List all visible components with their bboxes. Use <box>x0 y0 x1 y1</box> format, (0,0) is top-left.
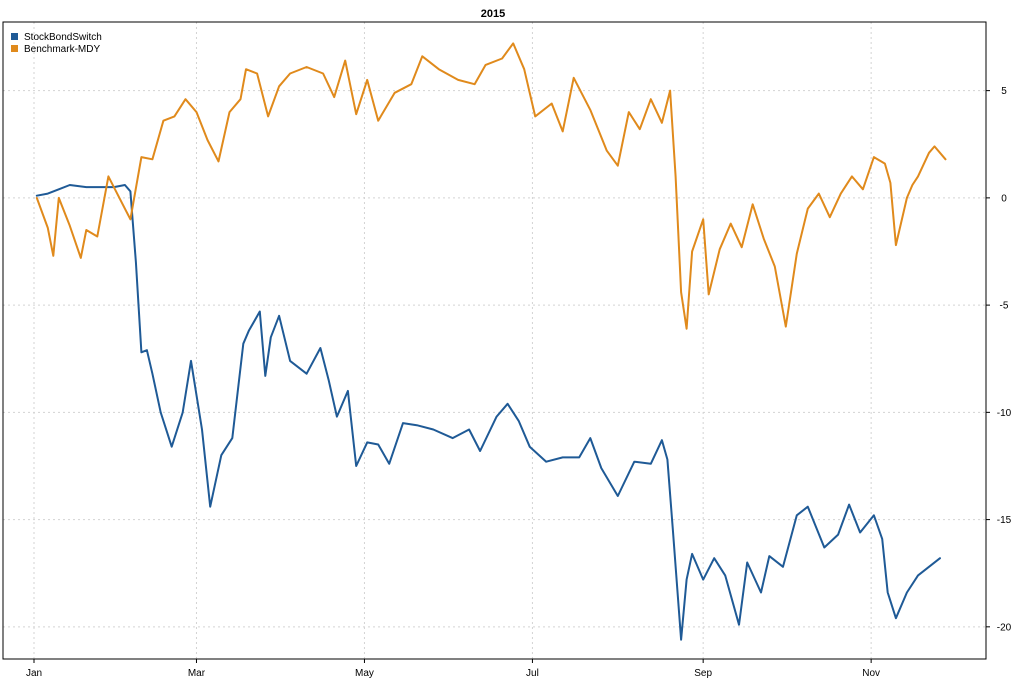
legend-swatch-stockbondswitch <box>11 33 18 40</box>
legend-swatch-benchmark-mdy <box>11 45 18 52</box>
x-axis: Jan Mar May Jul Sep Nov <box>26 659 880 679</box>
y-tick-label-minus20: -20 <box>997 622 1012 633</box>
series-line-stockbondswitch <box>35 184 941 641</box>
y-tick-label-5: 5 <box>1001 86 1007 97</box>
series-line-benchmark-mdy <box>35 42 947 330</box>
y-tick-label-minus15: -15 <box>997 515 1012 526</box>
x-tick-label-sep: Sep <box>694 668 712 679</box>
y-tick-label-minus5: -5 <box>1000 301 1009 312</box>
legend: StockBondSwitch Benchmark-MDY <box>11 32 102 55</box>
y-tick-label-0: 0 <box>1001 193 1007 204</box>
y-axis: 5 0 -5 -10 -15 -20 <box>986 86 1012 633</box>
legend-label-stockbondswitch: StockBondSwitch <box>24 32 102 43</box>
grid <box>3 22 986 659</box>
series-layer <box>35 42 947 641</box>
x-tick-label-nov: Nov <box>862 668 880 679</box>
x-tick-label-jan: Jan <box>26 668 42 679</box>
x-tick-label-mar: Mar <box>188 668 206 679</box>
x-tick-label-jul: Jul <box>526 668 539 679</box>
y-tick-label-minus10: -10 <box>997 408 1012 419</box>
legend-label-benchmark-mdy: Benchmark-MDY <box>24 44 100 55</box>
plot-frame <box>2 21 987 660</box>
x-tick-label-may: May <box>355 668 374 679</box>
chart-title: 2015 <box>481 8 505 20</box>
